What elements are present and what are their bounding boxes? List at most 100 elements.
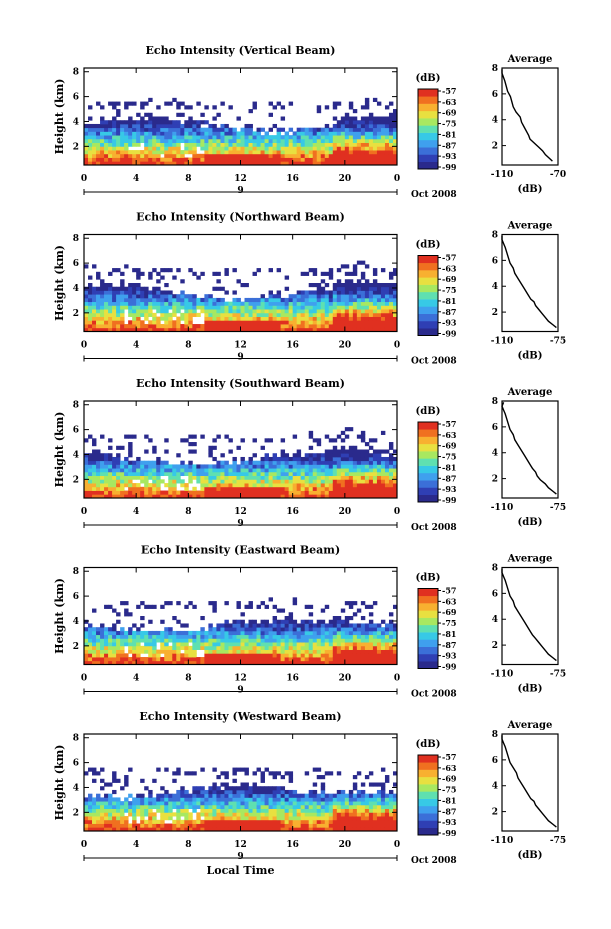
heatmap-cell — [296, 305, 302, 310]
heatmap-cell — [84, 142, 89, 147]
heatmap-cell — [364, 120, 370, 125]
heatmap-cell — [188, 327, 193, 332]
heatmap-cell — [392, 153, 398, 158]
heatmap-cell — [172, 161, 177, 166]
heatmap-cell — [328, 142, 334, 147]
heatmap-cell — [344, 161, 350, 166]
heatmap-cell — [376, 649, 382, 654]
heatmap-cell — [372, 494, 378, 499]
heatmap-cell — [116, 101, 121, 106]
heatmap-cell — [144, 804, 149, 810]
heatmap-cell — [364, 645, 370, 650]
heatmap-cell — [236, 468, 241, 473]
heatmap-cell — [112, 475, 117, 480]
heatmap-cell — [128, 153, 133, 158]
heatmap-cell — [372, 305, 378, 310]
heatmap-cell — [108, 653, 113, 658]
heatmap-cell — [252, 297, 257, 303]
heatmap-cell — [276, 101, 282, 106]
heatmap-cell — [160, 801, 165, 806]
heatmap-cell — [372, 642, 378, 647]
heatmap-cell — [148, 127, 153, 132]
heatmap-cell — [184, 468, 189, 473]
heatmap-cell — [364, 804, 370, 810]
heatmap-cell — [368, 301, 374, 306]
heatmap-cell — [300, 627, 306, 632]
heatmap-cell — [196, 153, 201, 158]
heatmap-cell — [224, 486, 229, 491]
heatmap-cell — [376, 645, 382, 650]
heatmap-cell — [96, 131, 101, 136]
heatmap-cell — [132, 294, 137, 299]
heatmap-cell — [272, 453, 278, 458]
heatmap-cell — [228, 812, 233, 817]
heatmap-cell — [392, 793, 398, 798]
heatmap-cell — [172, 486, 177, 491]
heatmap-cell — [212, 645, 217, 650]
heatmap-cell — [152, 286, 157, 291]
heatmap-cell — [200, 789, 205, 795]
heatmap-cell — [152, 660, 157, 665]
heatmap-cell — [172, 649, 177, 654]
heatmap-cell — [296, 638, 302, 643]
heatmap-cell — [156, 767, 161, 772]
heatmap-cell — [356, 309, 362, 314]
heatmap-cell — [116, 823, 121, 828]
heatmap-cell — [312, 438, 318, 443]
heatmap-cell — [368, 797, 374, 802]
heatmap-cell — [100, 657, 105, 662]
heatmap-cell — [208, 127, 213, 132]
heatmap-cell — [392, 305, 398, 310]
heatmap-cell — [100, 479, 105, 484]
heatmap-cell — [132, 483, 137, 488]
heatmap-cell — [212, 142, 217, 147]
heatmap-cell — [116, 816, 121, 821]
heatmap-cell — [160, 157, 165, 162]
heatmap-cell — [360, 294, 366, 299]
heatmap-cell — [252, 623, 257, 628]
heatmap-cell — [152, 604, 157, 609]
heatmap-cell — [232, 657, 237, 662]
heatmap-cell — [112, 464, 117, 469]
heatmap-cell — [120, 827, 125, 832]
heatmap-cell — [92, 649, 97, 654]
panel-title: Echo Intensity (Vertical Beam) — [145, 44, 335, 57]
heatmap-cell — [260, 634, 265, 639]
heatmap-cell — [124, 123, 129, 129]
heatmap-cell — [320, 786, 326, 791]
average-y-tick-label: 2 — [492, 308, 498, 318]
heatmap-cell — [248, 653, 253, 658]
heatmap-cell — [124, 483, 129, 488]
heatmap-cell — [228, 468, 233, 473]
heatmap-cell — [348, 120, 354, 125]
heatmap-cell — [268, 804, 273, 810]
heatmap-cell — [260, 649, 265, 654]
heatmap-cell — [100, 324, 105, 329]
heatmap-cell — [200, 804, 205, 810]
heatmap-cell — [336, 479, 342, 484]
heatmap-cell — [140, 153, 145, 158]
heatmap-cell — [208, 309, 213, 314]
heatmap-cell — [372, 268, 378, 273]
heatmap-cell — [92, 305, 97, 310]
heatmap-cell — [284, 460, 290, 465]
heatmap-cell — [112, 127, 117, 132]
heatmap-cell — [372, 97, 378, 102]
heatmap-cell — [312, 271, 318, 276]
heatmap-cell — [372, 157, 378, 162]
heatmap-cell — [380, 630, 386, 636]
heatmap-cell — [104, 294, 109, 299]
heatmap-cell — [92, 146, 97, 151]
heatmap-cell — [244, 131, 249, 136]
heatmap-cell — [356, 283, 362, 288]
heatmap-cell — [124, 434, 129, 439]
heatmap-cell — [124, 630, 129, 636]
heatmap-cell — [108, 453, 113, 458]
heatmap-cell — [280, 453, 286, 458]
heatmap-cell — [252, 320, 257, 325]
heatmap-cell — [268, 101, 273, 106]
heatmap-cell — [124, 324, 129, 329]
heatmap-cell — [380, 316, 386, 321]
heatmap-cell — [168, 808, 173, 813]
heatmap-cell — [276, 771, 282, 776]
